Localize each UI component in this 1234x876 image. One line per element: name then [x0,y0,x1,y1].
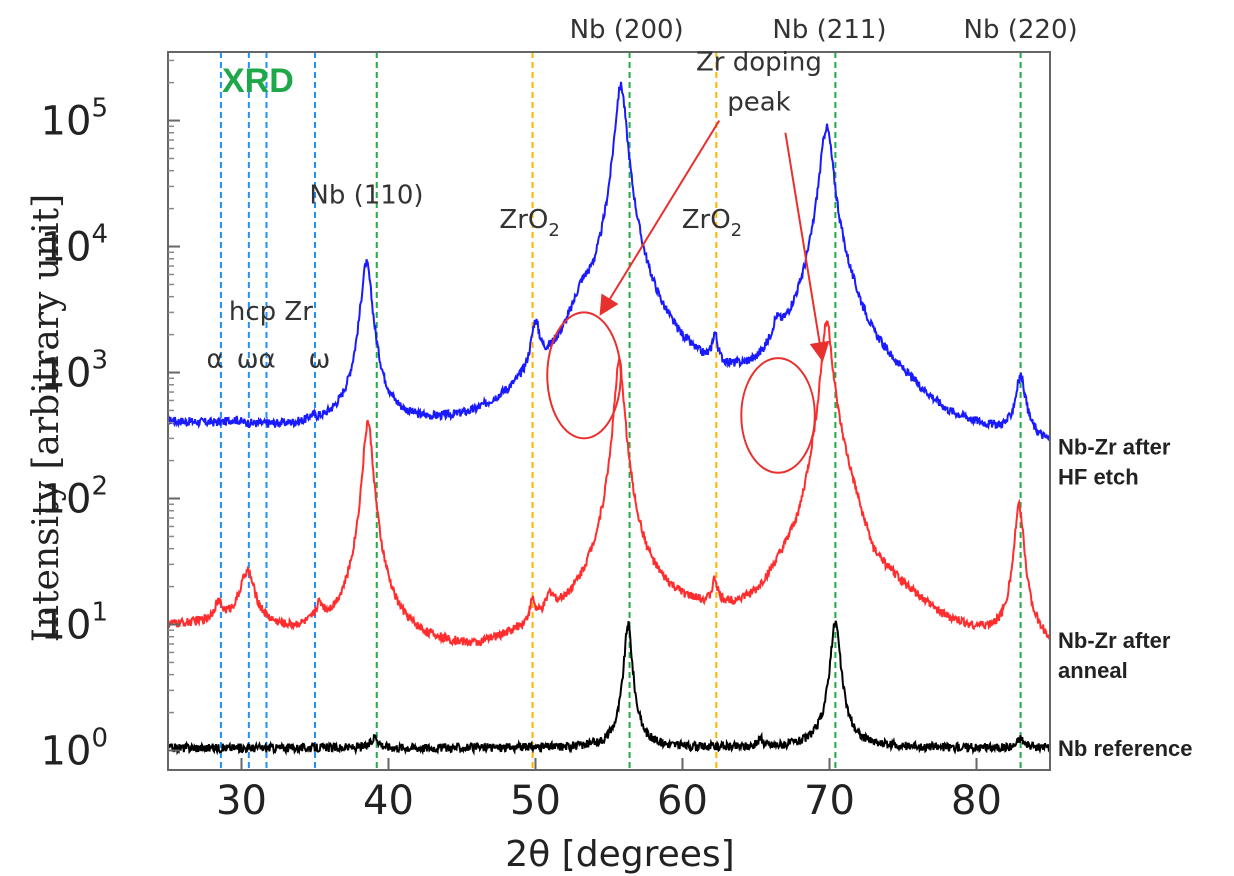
x-tick-label: 40 [363,778,414,824]
highlight-circle [546,311,622,440]
series-line [167,320,1051,647]
x-tick-label: 80 [951,778,1002,824]
y-tick-label: 100 [41,723,108,774]
peak-label: Nb (110) [309,180,423,210]
peak-label: ωα [237,344,276,374]
series-label: HF etch [1058,464,1139,489]
x-tick-label: 70 [804,778,855,824]
series-label: Nb-Zr after [1058,434,1171,459]
annotation-label: peak [727,87,791,117]
x-tick-label: 50 [510,778,561,824]
peak-label: Nb (200) [570,15,684,45]
series-line [167,620,1051,756]
y-tick-label: 105 [41,94,108,145]
reference-lines [219,52,1022,770]
highlight-circle [740,357,816,474]
peak-label: Nb (220) [964,15,1078,45]
peak-label: Nb (211) [772,15,886,45]
zro2-label: ZrO2 [682,205,742,241]
x-tick-label: 30 [216,778,267,824]
x-axis-ticks: 30 40 50 60 70 80 [216,758,1002,824]
peak-label: ω [309,344,331,374]
series-lines: Nb-Zr after HF etch Nb-Zr after anneal Nb re… [167,81,1193,761]
annotation-label: Zr doping [696,47,822,77]
x-tick-label: 60 [657,778,708,824]
x-axis-label: 2θ [degrees] [505,834,734,875]
annotation-arrow [784,132,830,363]
peak-label: hcp Zr [229,297,313,327]
chart-title: XRD [222,62,294,100]
y-axis-label: Intensity [arbitrary unit] [26,194,67,642]
series-label: Nb-Zr after [1058,628,1171,653]
series-label: Nb reference [1058,736,1193,761]
plot-frame [167,51,1051,771]
zro2-label: ZrO2 [499,205,559,241]
annotation-arrow [599,120,721,316]
series-line [167,81,1051,442]
peak-label: α [206,344,223,374]
series-label: anneal [1058,658,1128,683]
